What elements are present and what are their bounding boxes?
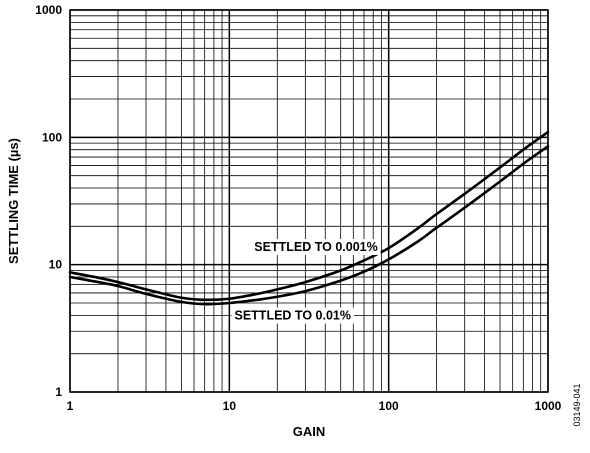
- annotations: SETTLED TO 0.001% SETTLED TO 0.01%: [231, 239, 381, 324]
- annotation-background: [231, 307, 354, 324]
- y-tick-label: 100: [42, 130, 62, 144]
- y-tick-label: 1: [55, 385, 62, 399]
- figure-code: 03149-041: [572, 383, 582, 426]
- x-tick-label: 100: [379, 399, 399, 413]
- y-axis-label: SETTLING TIME (µs): [6, 138, 21, 264]
- annotation-text: SETTLED TO 0.001%: [254, 240, 377, 254]
- series-layer: [68, 130, 550, 306]
- x-tick-label: 1000: [535, 399, 562, 413]
- plot-area: [70, 10, 548, 392]
- tick-labels: 1 10 100 1000 1 10 100 1000: [35, 3, 561, 413]
- annotation-text: SETTLED TO 0.01%: [235, 309, 351, 323]
- x-axis-label: GAIN: [293, 424, 326, 439]
- x-tick-label: 10: [223, 399, 237, 413]
- x-tick-label: 1: [67, 399, 74, 413]
- y-tick-label: 1000: [35, 3, 62, 17]
- series-line-settled-0-001: [68, 130, 550, 302]
- annotation-background: [251, 239, 381, 256]
- annotation-label: SETTLED TO 0.01%: [231, 307, 354, 324]
- plot-frame: [69, 9, 549, 393]
- annotation-label: SETTLED TO 0.001%: [251, 239, 381, 256]
- minor-gridlines: [70, 10, 548, 392]
- y-tick-label: 10: [49, 258, 63, 272]
- series-line-settled-0-01: [68, 145, 550, 306]
